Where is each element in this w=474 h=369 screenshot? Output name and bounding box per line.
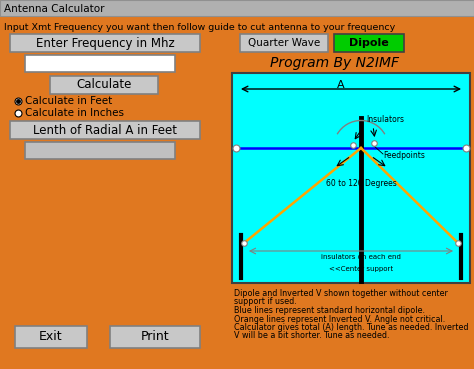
Bar bbox=[240, 34, 328, 52]
Text: Calculate: Calculate bbox=[76, 79, 132, 92]
Text: Antenna Calculator: Antenna Calculator bbox=[4, 4, 104, 14]
Bar bbox=[50, 76, 158, 94]
Text: Insulators: Insulators bbox=[366, 115, 404, 124]
Bar bbox=[232, 73, 470, 283]
Text: V will be a bit shorter. Tune as needed.: V will be a bit shorter. Tune as needed. bbox=[234, 331, 390, 341]
Bar bbox=[0, 0, 474, 16]
Text: Dipole: Dipole bbox=[349, 38, 389, 48]
Text: <<Center support: <<Center support bbox=[329, 266, 393, 272]
Bar bbox=[110, 326, 200, 348]
Text: Print: Print bbox=[141, 331, 169, 344]
Bar bbox=[25, 55, 175, 72]
Bar bbox=[334, 34, 404, 52]
Text: Quarter Wave: Quarter Wave bbox=[248, 38, 320, 48]
Text: Enter Frequency in Mhz: Enter Frequency in Mhz bbox=[36, 37, 174, 49]
Text: Exit: Exit bbox=[39, 331, 63, 344]
Bar bbox=[15, 326, 87, 348]
Text: Feedpoints: Feedpoints bbox=[383, 152, 425, 161]
Text: Orange lines represent Inverted V. Angle not critical.: Orange lines represent Inverted V. Angle… bbox=[234, 314, 445, 324]
Text: Dipole and Inverted V shown together without center: Dipole and Inverted V shown together wit… bbox=[234, 289, 448, 298]
Text: support if used.: support if used. bbox=[234, 297, 297, 307]
Text: Calculate in Feet: Calculate in Feet bbox=[25, 96, 112, 106]
Text: A: A bbox=[337, 80, 345, 90]
Text: insulators on each end: insulators on each end bbox=[321, 254, 401, 260]
Text: Calculator gives total (A) length. Tune as needed. Inverted: Calculator gives total (A) length. Tune … bbox=[234, 323, 468, 332]
Bar bbox=[10, 121, 200, 139]
Text: Program By N2IMF: Program By N2IMF bbox=[271, 56, 400, 70]
Bar bbox=[10, 34, 200, 52]
Text: Input Xmt Frequency you want then follow guide to cut antenna to your frequency: Input Xmt Frequency you want then follow… bbox=[4, 23, 395, 31]
Text: 60 to 120 Degrees: 60 to 120 Degrees bbox=[326, 179, 396, 187]
Text: Blue lines represent standard horizontal dipole.: Blue lines represent standard horizontal… bbox=[234, 306, 425, 315]
Bar bbox=[25, 142, 175, 159]
Text: Lenth of Radial A in Feet: Lenth of Radial A in Feet bbox=[33, 124, 177, 137]
Text: Calculate in Inches: Calculate in Inches bbox=[25, 108, 124, 118]
